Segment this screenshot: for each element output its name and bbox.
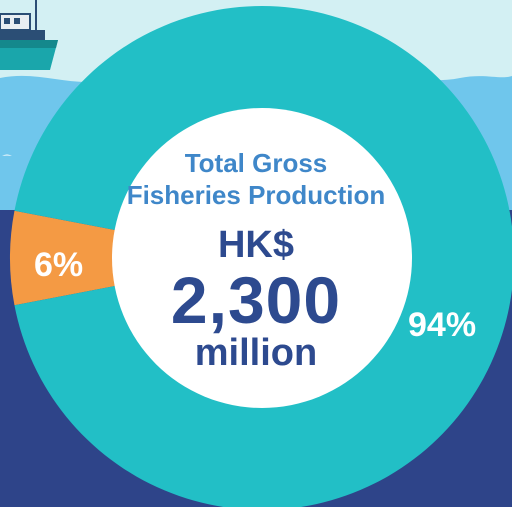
center-disc (112, 108, 412, 408)
boat-icon (0, 0, 58, 70)
center-title-line2: Fisheries Production (126, 180, 386, 210)
slice-label-small: 6% (34, 246, 83, 285)
center-title-line1: Total Gross (184, 148, 328, 178)
amount-unit: million (194, 332, 318, 374)
slice-label-large-text: 94% (408, 306, 477, 344)
bird-icon (2, 154, 12, 156)
slice-label-large: 94% (408, 306, 476, 345)
slice-label-small-text: 6% (34, 246, 84, 284)
production-amount: 2,300 (170, 263, 342, 337)
currency-label: HK$ (217, 224, 295, 266)
